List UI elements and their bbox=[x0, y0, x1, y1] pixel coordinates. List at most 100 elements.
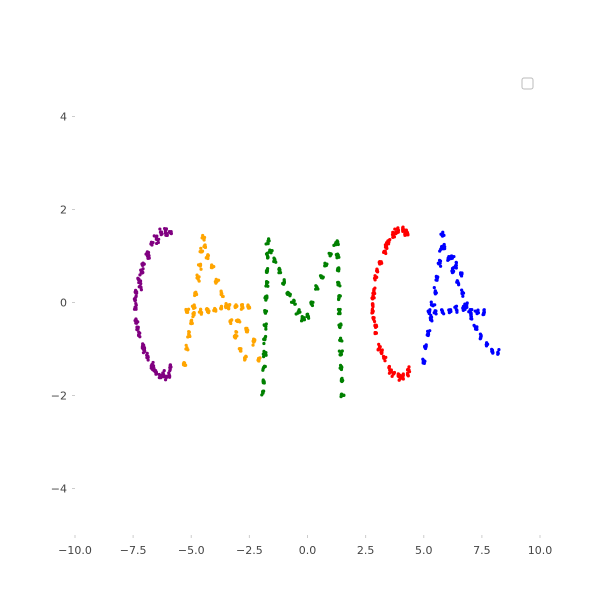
y-tick-label: 0 bbox=[60, 297, 67, 310]
scatter-point bbox=[440, 309, 445, 313]
scatter-point bbox=[461, 304, 466, 308]
scatter-point bbox=[448, 308, 452, 312]
scatter-point bbox=[337, 325, 342, 329]
y-tick-label: 2 bbox=[60, 204, 67, 217]
scatter-point bbox=[429, 300, 433, 304]
scatter-point bbox=[282, 280, 286, 285]
series-3-m-points bbox=[260, 237, 346, 399]
scatter-point bbox=[336, 267, 340, 271]
scatter-point bbox=[435, 277, 439, 281]
scatter-point bbox=[138, 273, 142, 277]
scatter-point bbox=[262, 349, 266, 353]
scatter-point bbox=[305, 314, 309, 319]
scatter-point bbox=[168, 364, 172, 368]
scatter-point bbox=[328, 253, 332, 257]
scatter-point bbox=[375, 269, 379, 273]
scatter-point bbox=[374, 275, 379, 279]
scatter-point bbox=[293, 302, 297, 306]
scatter-point bbox=[184, 308, 188, 312]
scatter-point bbox=[371, 316, 375, 320]
scatter-point bbox=[430, 303, 434, 307]
scatter-point bbox=[454, 304, 459, 308]
scatter-point bbox=[165, 232, 169, 236]
scatter-point bbox=[291, 300, 295, 304]
scatter-point bbox=[442, 242, 446, 247]
scatter-point bbox=[338, 311, 342, 315]
scatter-point bbox=[479, 335, 483, 339]
scatter-point bbox=[422, 361, 426, 366]
scatter-point bbox=[168, 367, 172, 372]
scatter-point bbox=[387, 365, 391, 369]
scatter-point bbox=[392, 235, 397, 239]
scatter-point bbox=[334, 253, 338, 257]
scatter-point bbox=[432, 286, 436, 290]
scatter-point bbox=[216, 278, 221, 282]
scatter-point bbox=[438, 259, 443, 263]
scatter-point bbox=[147, 256, 151, 260]
scatter-point bbox=[200, 250, 204, 254]
scatter-point bbox=[154, 237, 159, 241]
scatter-point bbox=[265, 283, 269, 287]
scatter-point bbox=[384, 251, 388, 256]
scatter-point bbox=[264, 242, 268, 246]
scatter-point bbox=[474, 309, 478, 313]
scatter-point bbox=[373, 331, 378, 335]
scatter-point bbox=[457, 283, 461, 287]
scatter-point bbox=[406, 232, 410, 236]
scatter-point bbox=[310, 303, 315, 308]
scatter-point bbox=[441, 230, 445, 234]
scatter-point bbox=[203, 243, 207, 247]
scatter-point bbox=[159, 233, 163, 237]
scatter-point bbox=[206, 253, 210, 257]
scatter-point bbox=[133, 297, 137, 302]
scatter-point bbox=[199, 312, 203, 316]
scatter-point bbox=[380, 261, 384, 265]
scatter-point bbox=[201, 236, 205, 240]
scatter-point bbox=[238, 349, 243, 353]
scatter-point bbox=[219, 292, 223, 297]
series-4-c-points bbox=[370, 225, 412, 382]
scatter-point bbox=[133, 305, 137, 309]
scatter-point bbox=[450, 256, 454, 260]
scatter-point bbox=[439, 264, 443, 268]
scatter-point bbox=[261, 381, 265, 385]
scatter-point bbox=[257, 359, 261, 363]
scatter-point bbox=[158, 227, 162, 231]
series-2-a-points bbox=[181, 233, 262, 367]
scatter-point bbox=[384, 245, 388, 249]
scatter-point bbox=[193, 291, 197, 295]
scatter-point bbox=[371, 294, 375, 298]
scatter-point bbox=[141, 347, 145, 351]
scatter-point bbox=[387, 371, 392, 375]
scatter-point bbox=[382, 356, 386, 360]
scatter-point bbox=[433, 310, 437, 314]
scatter-point bbox=[213, 307, 217, 312]
scatter-point bbox=[421, 357, 425, 361]
scatter-point bbox=[155, 372, 159, 376]
scatter-point bbox=[192, 310, 196, 315]
scatter-point bbox=[245, 326, 249, 330]
scatter-point bbox=[190, 318, 194, 322]
scatter-point bbox=[146, 355, 150, 359]
scatter-point bbox=[263, 309, 267, 313]
y-tick-label: −2 bbox=[51, 390, 67, 403]
scatter-point bbox=[134, 318, 138, 322]
scatter-point bbox=[278, 268, 282, 272]
scatter-point bbox=[262, 354, 266, 359]
scatter-point bbox=[134, 290, 138, 294]
scatter-point bbox=[187, 333, 192, 338]
scatter-point bbox=[496, 352, 500, 356]
scatter-point bbox=[450, 271, 455, 275]
scatter-point bbox=[447, 311, 451, 315]
scatter-point bbox=[461, 294, 465, 298]
scatter-point bbox=[372, 319, 377, 324]
scatter-point bbox=[437, 262, 441, 266]
scatter-point bbox=[243, 356, 247, 360]
scatter-point bbox=[149, 241, 154, 246]
legend-box bbox=[521, 77, 534, 90]
scatter-point bbox=[195, 273, 199, 277]
scatter-point bbox=[407, 365, 411, 369]
scatter-point bbox=[340, 393, 344, 397]
scatter-point bbox=[139, 282, 143, 286]
